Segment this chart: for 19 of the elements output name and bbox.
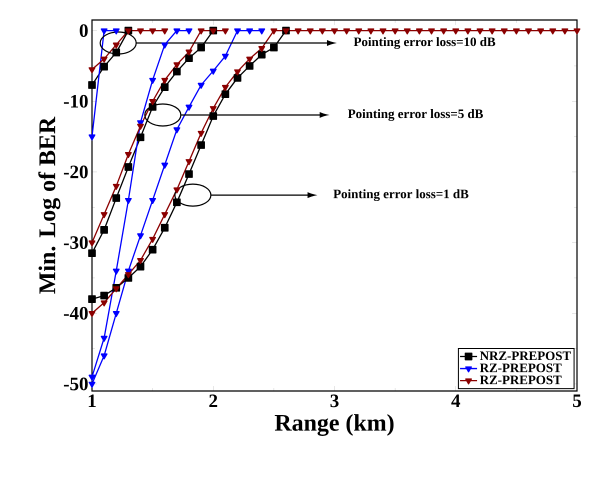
x-tick-label: 5 [573, 394, 582, 408]
y-tick-label: -50 [64, 378, 88, 390]
y-tick-label: -10 [64, 94, 88, 108]
legend-label: RZ-PREPOST [480, 364, 562, 372]
x-axis-title: Range (km) [274, 414, 394, 436]
y-tick-label: -20 [64, 166, 88, 178]
legend-label: NRZ-PREPOST [480, 351, 571, 360]
y-tick-label: -30 [64, 236, 88, 249]
x-tick-label: 1 [88, 394, 96, 408]
annotation: Pointing error loss=5 dB [348, 109, 483, 121]
legend-label: RZ-PREPOST [480, 376, 562, 384]
annotation: Pointing error loss=1 dB [333, 189, 468, 202]
x-tick-label: 3 [330, 394, 339, 408]
annotation: Pointing error loss=10 dB [354, 37, 496, 49]
x-tick-label: 2 [209, 394, 218, 408]
x-tick-label: 4 [451, 394, 460, 407]
y-tick-label: -40 [64, 306, 88, 320]
y-tick-label: 0 [80, 24, 88, 37]
y-axis-title: Min. Log of BER [38, 116, 60, 294]
